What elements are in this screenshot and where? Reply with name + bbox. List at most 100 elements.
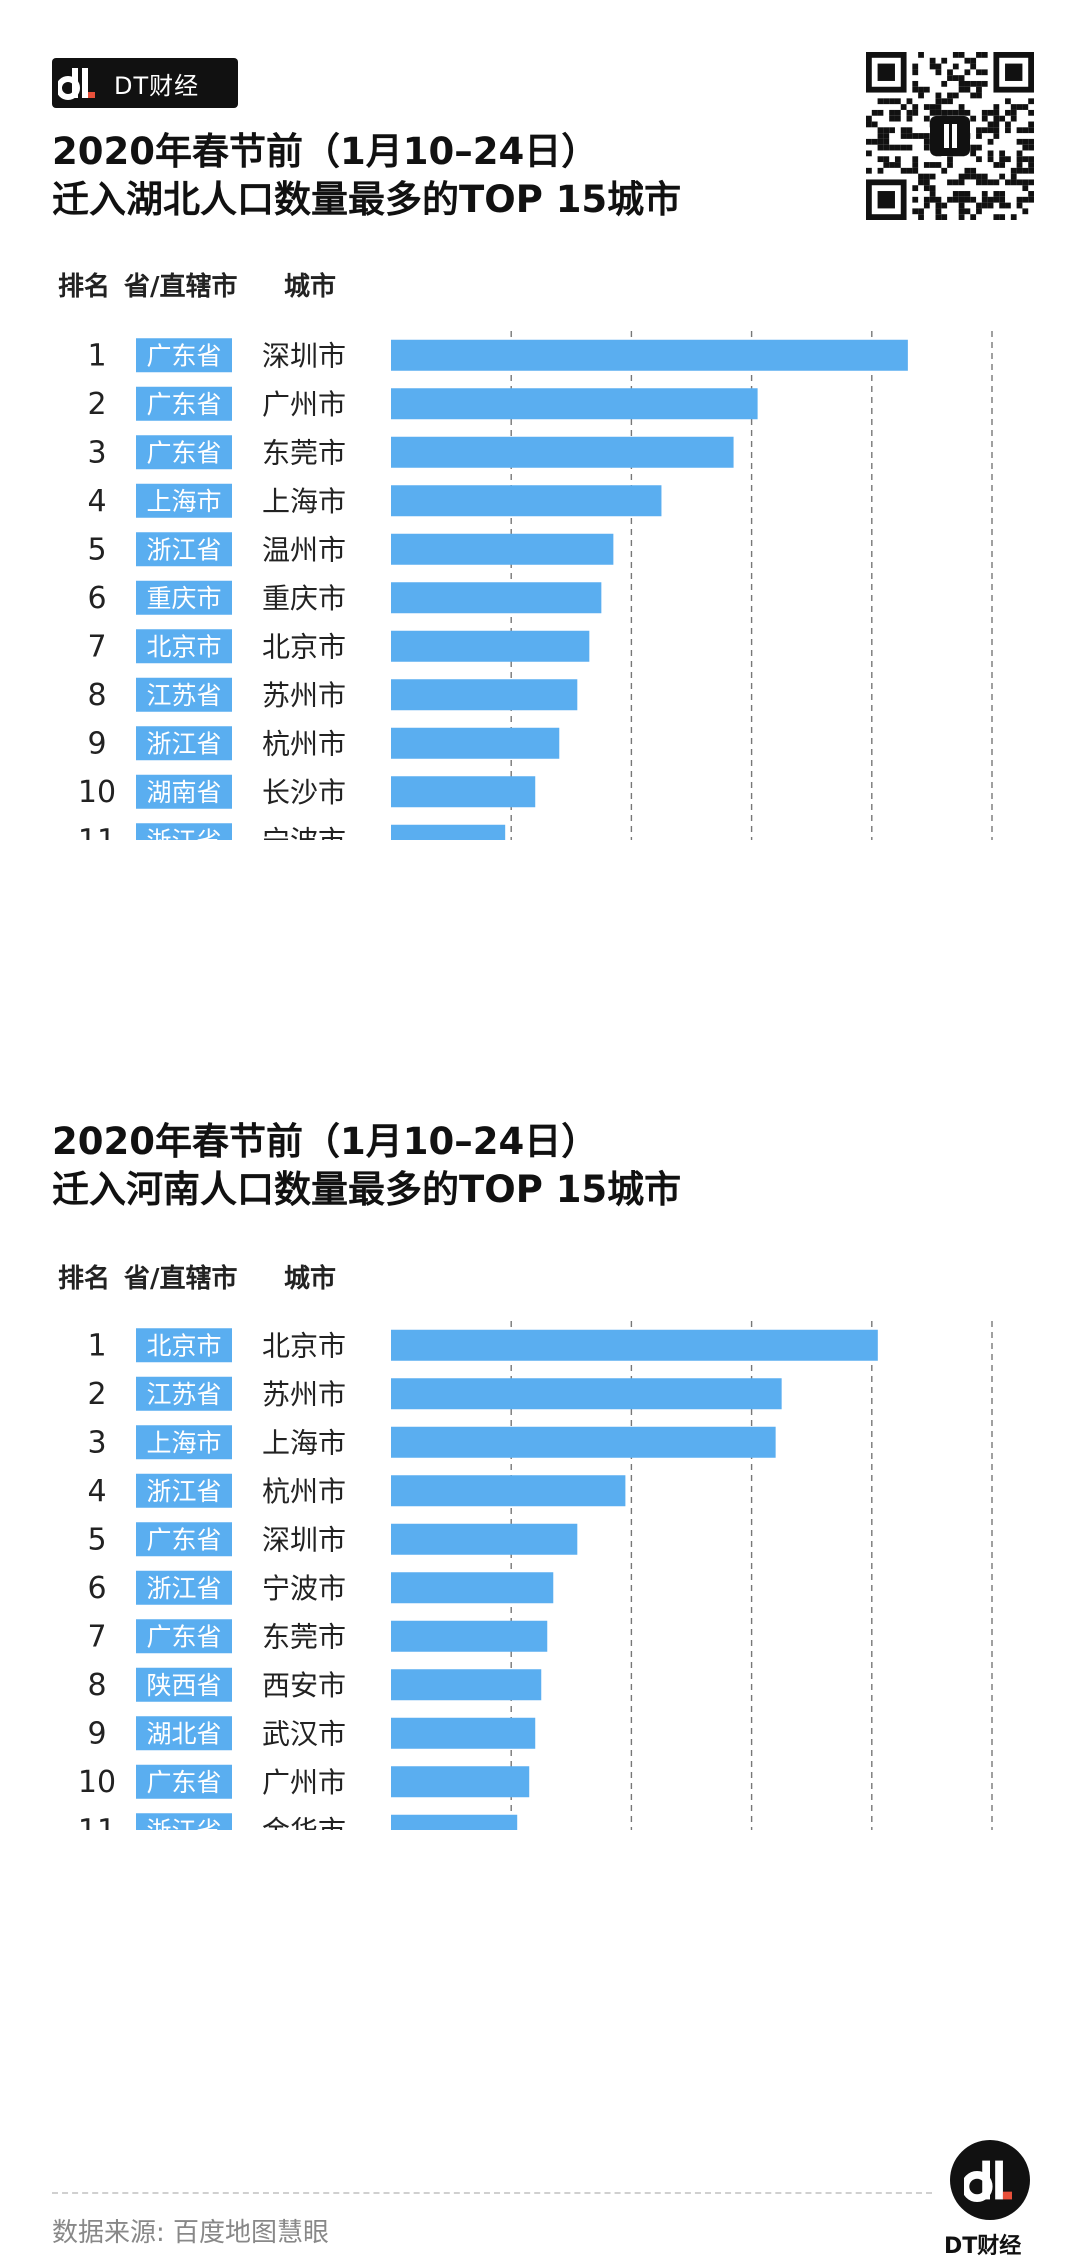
- province-label: 广东省: [146, 438, 221, 467]
- dt-logo-icon: [52, 58, 104, 108]
- city-label: 上海市: [262, 485, 346, 518]
- rank-label: 9: [87, 726, 106, 761]
- city-label: 杭州市: [262, 727, 346, 760]
- province-label: 上海市: [146, 487, 221, 516]
- footer-divider: [52, 2192, 932, 2194]
- bar: [391, 388, 758, 420]
- dt-logo-bottom-icon: [950, 2140, 1030, 2220]
- province-label: 江苏省: [146, 1380, 221, 1409]
- rank-label: 8: [87, 1668, 106, 1703]
- province-label: 北京市: [146, 1331, 221, 1360]
- city-label: 杭州市: [262, 1475, 346, 1508]
- province-badge: [136, 1328, 232, 1363]
- city-label: 苏州市: [262, 679, 346, 712]
- province-badge: [136, 1813, 232, 1830]
- province-badge: [136, 823, 232, 840]
- province-label: 陕西省: [146, 1671, 221, 1700]
- city-label: 温州市: [262, 533, 346, 566]
- bar: [391, 1814, 518, 1830]
- rank-label: 11: [78, 1813, 116, 1830]
- city-label: 北京市: [262, 1329, 346, 1362]
- province-label: 江苏省: [146, 681, 221, 710]
- province-label: 重庆市: [146, 584, 221, 613]
- province-label: 湖北省: [146, 1719, 221, 1748]
- province-label: 湖南省: [146, 778, 221, 807]
- bar: [391, 533, 614, 565]
- data-source: 数据来源: 百度地图慧眼: [52, 2218, 330, 2248]
- province-badge: [136, 580, 232, 615]
- bar: [391, 582, 602, 614]
- province-label: 浙江省: [146, 1816, 221, 1830]
- city-label: 宁波市: [262, 824, 346, 840]
- rank-label: 6: [87, 581, 106, 616]
- bar: [391, 727, 560, 759]
- bar: [391, 436, 734, 468]
- chart1-col-city: 城市: [284, 272, 337, 302]
- province-badge: [136, 338, 232, 373]
- brand-logo-label: DT财经: [944, 2234, 1022, 2259]
- city-label: 东莞市: [262, 1620, 346, 1653]
- rank-label: 10: [78, 775, 116, 810]
- chart1-title-line1: 2020年春节前（1月10–24日）: [52, 130, 599, 173]
- city-label: 西安市: [262, 1669, 346, 1702]
- province-label: 浙江省: [146, 1574, 221, 1603]
- rank-label: 10: [78, 1765, 116, 1800]
- province-badge: [136, 435, 232, 470]
- bar: [391, 485, 662, 517]
- city-label: 苏州市: [262, 1378, 346, 1411]
- bar: [391, 1766, 530, 1798]
- brand-name: DT财经: [114, 71, 200, 100]
- bar: [391, 630, 590, 662]
- province-label: 广东省: [146, 341, 221, 370]
- city-label: 北京市: [262, 630, 346, 663]
- city-label: 宁波市: [262, 1572, 346, 1605]
- rank-label: 4: [87, 484, 106, 519]
- province-badge: [136, 629, 232, 664]
- chart1-col-province: 省/直辖市: [124, 272, 238, 302]
- city-label: 东莞市: [262, 436, 346, 469]
- rank-label: 9: [87, 1716, 106, 1751]
- brand-badge: DT财经: [52, 58, 238, 108]
- province-label: 浙江省: [146, 826, 221, 840]
- bar: [391, 1717, 536, 1749]
- province-badge: [136, 1667, 232, 1702]
- province-badge: [136, 1425, 232, 1460]
- city-label: 广州市: [262, 1766, 346, 1799]
- city-label: 上海市: [262, 1426, 346, 1459]
- chart2-title-line1: 2020年春节前（1月10–24日）: [52, 1120, 599, 1163]
- rank-label: 1: [87, 338, 106, 373]
- rank-label: 2: [87, 1377, 106, 1412]
- city-label: 广州市: [262, 388, 346, 421]
- province-label: 浙江省: [146, 535, 221, 564]
- bar: [391, 776, 536, 808]
- chart2-title-line2: 迁入河南人口数量最多的TOP 15城市: [52, 1168, 682, 1211]
- rank-label: 1: [87, 1328, 106, 1363]
- city-label: 深圳市: [262, 339, 346, 372]
- bar: [391, 1572, 554, 1604]
- province-badge: [136, 483, 232, 518]
- chart2-title: 2020年春节前（1月10–24日） 迁入河南人口数量最多的TOP 15城市: [52, 1118, 681, 1214]
- province-label: 广东省: [146, 1622, 221, 1651]
- rank-label: 8: [87, 678, 106, 713]
- chart1-title: 2020年春节前（1月10–24日） 迁入湖北人口数量最多的TOP 15城市: [52, 128, 681, 224]
- province-badge: [136, 1716, 232, 1751]
- province-badge: [136, 1376, 232, 1411]
- bar: [391, 1620, 548, 1652]
- province-badge: [136, 677, 232, 712]
- rank-label: 7: [87, 629, 106, 664]
- province-badge: [136, 774, 232, 809]
- province-label: 广东省: [146, 390, 221, 419]
- province-badge: [136, 1764, 232, 1799]
- province-badge: [136, 1570, 232, 1605]
- rank-label: 5: [87, 1522, 106, 1557]
- city-label: 武汉市: [262, 1717, 346, 1750]
- province-label: 广东省: [146, 1525, 221, 1554]
- city-label: 重庆市: [262, 582, 346, 615]
- bar: [391, 1426, 776, 1458]
- chart2-col-rank: 排名: [58, 1264, 111, 1294]
- bar: [391, 824, 506, 840]
- chart2-col-province: 省/直辖市: [124, 1264, 238, 1294]
- bar: [391, 1378, 782, 1410]
- bar: [391, 339, 908, 371]
- province-badge: [136, 532, 232, 567]
